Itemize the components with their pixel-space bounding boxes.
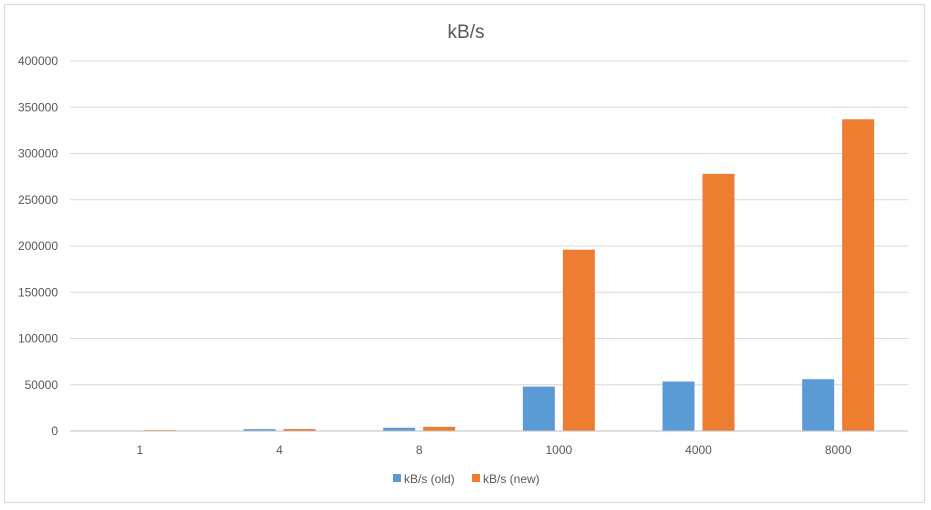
- x-tick-label: 1: [136, 443, 143, 457]
- x-tick-label: 8000: [825, 443, 852, 457]
- bar-old: [383, 427, 416, 431]
- y-tick-label: 50000: [25, 378, 59, 392]
- bar-new: [283, 428, 316, 431]
- x-tick-label: 4000: [685, 443, 712, 457]
- legend-swatch-old: [393, 474, 401, 482]
- y-axis-tick-labels: 0 50000 100000 150000 200000 250000 300000 3500…: [18, 54, 58, 438]
- y-tick-label: 400000: [18, 54, 58, 68]
- x-tick-label: 4: [276, 443, 283, 457]
- y-tick-label: 200000: [18, 239, 58, 253]
- bar-old: [802, 379, 835, 431]
- bars: [103, 119, 875, 432]
- bar-new: [562, 249, 595, 431]
- legend-label-old: kB/s (old): [404, 472, 455, 486]
- gridlines: [70, 60, 908, 386]
- y-tick-label: 150000: [18, 285, 58, 299]
- y-tick-label: 300000: [18, 147, 58, 161]
- y-tick-label: 250000: [18, 193, 58, 207]
- bar-new: [842, 119, 875, 432]
- legend-swatch-new: [472, 474, 480, 482]
- legend: kB/s (old) kB/s (new): [393, 472, 540, 486]
- bar-new: [423, 426, 456, 431]
- bar-old: [662, 381, 695, 431]
- y-tick-label: 100000: [18, 332, 58, 346]
- bar-old: [522, 386, 555, 431]
- chart-title: kB/s: [448, 22, 485, 43]
- chart-frame: [4, 4, 925, 503]
- bar-old: [243, 429, 276, 431]
- bar-new: [702, 173, 735, 431]
- x-tick-label: 1000: [545, 443, 572, 457]
- x-tick-label: 8: [416, 443, 423, 457]
- legend-label-new: kB/s (new): [483, 472, 540, 486]
- x-axis-tick-labels: 1 4 8 1000 4000 8000: [136, 443, 851, 457]
- y-tick-label: 350000: [18, 100, 58, 114]
- y-tick-label: 0: [51, 424, 58, 438]
